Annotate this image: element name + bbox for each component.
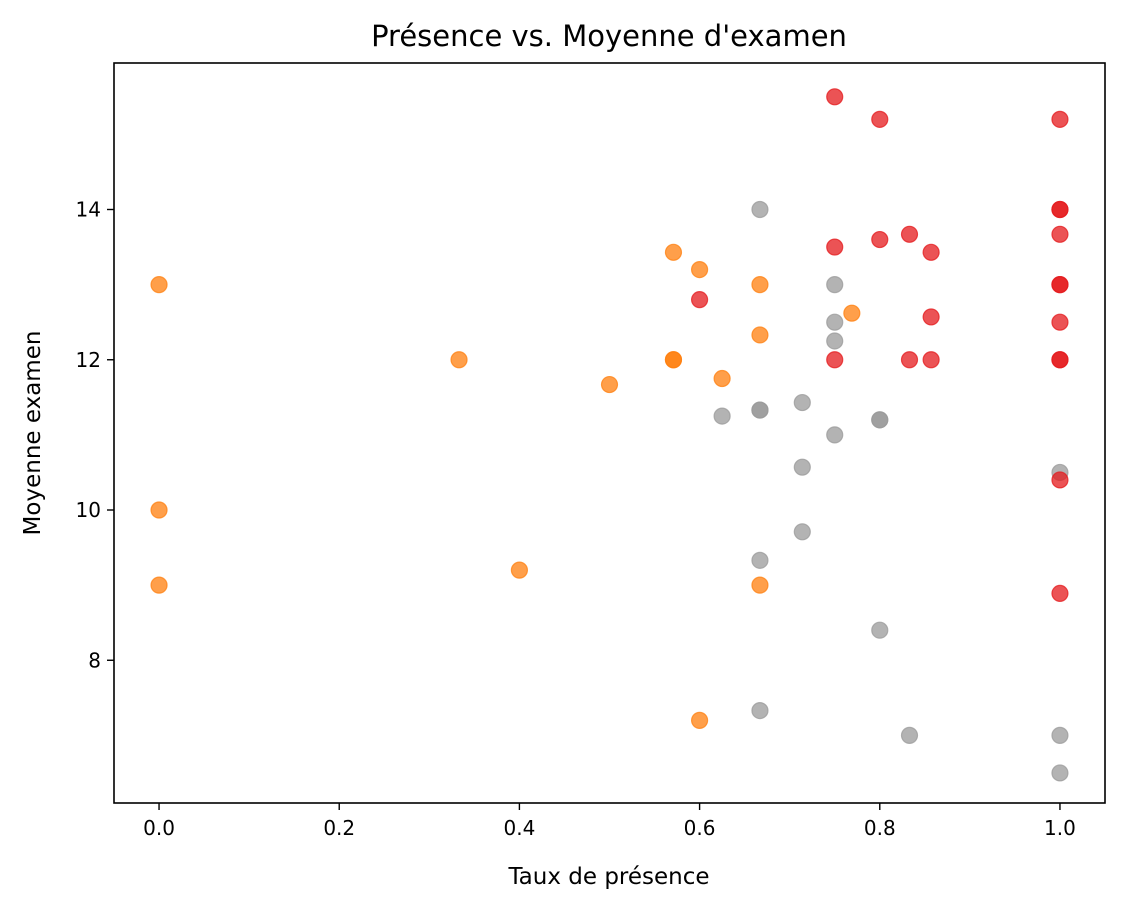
scatter-point <box>793 458 811 476</box>
scatter-point <box>150 576 168 594</box>
scatter-point <box>922 308 940 326</box>
scatter-point <box>1051 276 1069 294</box>
x-tick-label: 0.6 <box>684 816 716 840</box>
plot-area-frame <box>113 62 1106 804</box>
scatter-point <box>793 393 811 412</box>
y-axis: 8 10 12 14 <box>76 197 114 672</box>
scatter-point <box>826 426 844 444</box>
x-tick-label: 0.8 <box>864 816 896 840</box>
scatter-point <box>1051 313 1069 331</box>
y-tick-label: 8 <box>88 648 101 672</box>
scatter-point <box>751 551 769 569</box>
scatter-point <box>1051 584 1069 602</box>
scatter-point <box>751 200 769 219</box>
y-axis-label: Moyenne examen <box>20 331 46 536</box>
scatter-point <box>900 726 919 744</box>
scatter-point <box>826 276 844 294</box>
scatter-point <box>826 351 844 369</box>
scatter-point <box>751 401 769 419</box>
scatter-point <box>826 332 844 350</box>
scatter-point <box>826 313 844 331</box>
scatter-point <box>826 88 844 106</box>
scatter-point <box>1051 200 1069 219</box>
x-axis: 0.0 0.2 0.4 0.6 0.8 1.0 <box>143 803 1076 840</box>
scatter-point <box>922 243 940 261</box>
scatter-point <box>150 276 168 294</box>
scatter-point <box>871 411 889 429</box>
scatter-point <box>600 375 619 394</box>
scatter-point <box>826 238 844 256</box>
x-tick-label: 0.0 <box>143 816 175 840</box>
scatter-point <box>1051 471 1069 489</box>
x-axis-label: Taux de présence <box>507 864 709 890</box>
x-tick-label: 0.2 <box>323 816 355 840</box>
scatter-point <box>664 351 683 369</box>
scatter-point <box>922 351 940 369</box>
chart-title: Présence vs. Moyenne d'examen <box>371 19 847 53</box>
x-tick-label: 0.4 <box>504 816 536 840</box>
scatter-point <box>450 351 468 369</box>
scatter-point <box>510 561 529 579</box>
scatter-point <box>871 621 889 639</box>
scatter-point <box>871 110 889 128</box>
scatter-point <box>793 523 811 541</box>
y-tick-label: 12 <box>76 348 101 372</box>
scatter-point <box>690 291 709 309</box>
scatter-point <box>751 276 769 294</box>
scatter-point <box>751 326 769 344</box>
y-tick-label: 14 <box>76 197 101 221</box>
scatter-point <box>1051 351 1069 369</box>
scatter-point <box>713 369 731 388</box>
scatter-point <box>1051 764 1069 782</box>
scatter-point <box>690 711 709 729</box>
scatter-point <box>900 351 919 369</box>
x-tick-label: 1.0 <box>1044 816 1076 840</box>
scatter-point <box>150 501 168 519</box>
data-points <box>150 88 1069 782</box>
scatter-point <box>751 576 769 594</box>
scatter-point <box>751 701 769 720</box>
scatter-point <box>843 304 861 322</box>
scatter-point <box>1051 726 1069 744</box>
scatter-point <box>713 407 731 425</box>
scatter-point <box>871 230 889 249</box>
scatter-point <box>690 260 709 279</box>
scatter-point <box>900 225 919 243</box>
y-tick-label: 10 <box>76 498 101 522</box>
scatter-point <box>664 243 683 261</box>
scatter-point <box>1051 110 1069 128</box>
scatter-point <box>1051 225 1069 243</box>
